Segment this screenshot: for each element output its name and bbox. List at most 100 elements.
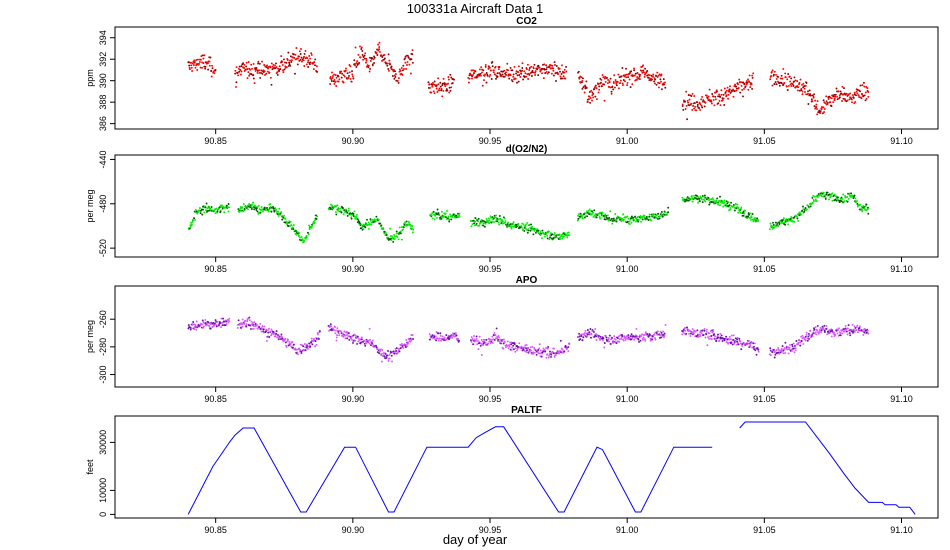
co2-point <box>598 88 601 91</box>
co2-point <box>581 87 584 90</box>
do2n2-point <box>553 233 556 236</box>
do2n2-point <box>713 200 716 203</box>
do2n2-point <box>842 193 845 196</box>
co2-point <box>357 53 360 56</box>
do2n2-point <box>484 222 487 225</box>
co2-point <box>287 64 290 67</box>
co2-point <box>294 53 297 56</box>
apo-point <box>700 332 703 335</box>
co2-point <box>196 58 199 61</box>
apo-point <box>512 344 515 347</box>
co2-point <box>393 77 396 80</box>
co2-point <box>796 89 799 92</box>
co2-point <box>308 63 311 66</box>
do2n2-point <box>735 207 738 210</box>
co2-point <box>601 74 604 77</box>
co2-point <box>626 84 629 87</box>
co2-point <box>851 101 853 104</box>
apo-point <box>384 352 387 355</box>
apo-point <box>378 352 381 355</box>
apo-point <box>248 316 251 319</box>
apo-point <box>555 352 558 355</box>
co2-point <box>286 59 289 61</box>
do2n2-point <box>310 226 313 229</box>
co2-point <box>295 47 298 49</box>
do2n2-point <box>457 212 459 215</box>
do2n2-point <box>581 215 584 217</box>
co2-point <box>494 65 497 68</box>
apo-point <box>510 341 513 344</box>
apo-point <box>328 326 331 329</box>
do2n2-point <box>283 214 286 217</box>
co2-point <box>277 67 280 70</box>
apo-point <box>841 332 844 335</box>
apo-point <box>334 332 337 335</box>
co2-point <box>270 62 273 65</box>
co2-point <box>752 72 755 75</box>
do2n2-point <box>488 222 490 225</box>
apo-point <box>851 323 854 326</box>
co2-point <box>686 118 689 121</box>
apo-point <box>816 329 819 332</box>
apo-point <box>259 322 262 325</box>
co2-point <box>257 62 260 65</box>
do2n2-point <box>846 200 849 203</box>
apo-point <box>603 342 606 344</box>
do2n2-point <box>751 213 754 215</box>
apo-point <box>375 344 377 347</box>
co2-point <box>391 75 394 77</box>
do2n2-point <box>841 198 844 200</box>
co2-point <box>523 70 526 73</box>
apo-point <box>491 342 494 344</box>
apo-point <box>287 338 290 341</box>
do2n2-point <box>339 207 342 210</box>
apo-point <box>698 335 700 338</box>
co2-point <box>479 72 482 75</box>
do2n2-point <box>850 195 853 198</box>
co2-point <box>604 80 607 83</box>
apo-point <box>588 331 591 334</box>
do2n2-point <box>586 211 589 214</box>
do2n2-point <box>809 205 812 208</box>
co2-point <box>521 69 524 72</box>
do2n2-point <box>257 211 260 214</box>
apo-point <box>526 349 528 352</box>
apo-point <box>439 334 442 337</box>
apo-point <box>402 346 405 349</box>
apo-point <box>498 340 501 343</box>
apo-point <box>863 331 866 334</box>
co2-point <box>254 68 257 70</box>
do2n2-point <box>373 218 376 221</box>
co2-point <box>564 77 567 80</box>
co2-point <box>404 61 407 64</box>
co2-point <box>659 78 662 81</box>
apo-point <box>699 335 702 337</box>
co2-point <box>786 78 789 81</box>
apo-point <box>364 344 367 347</box>
co2-point <box>448 91 451 94</box>
apo-point <box>867 332 870 335</box>
do2n2-point <box>742 214 745 217</box>
co2-point <box>267 67 269 70</box>
do2n2-point <box>787 223 790 226</box>
apo-point <box>214 319 217 322</box>
apo-point <box>806 339 809 342</box>
co2-point <box>805 93 808 96</box>
co2-point <box>693 102 696 104</box>
do2n2-point <box>490 216 492 219</box>
co2-point <box>772 73 775 76</box>
apo-point <box>261 325 264 328</box>
apo-point <box>525 351 528 353</box>
do2n2-point <box>793 216 795 219</box>
do2n2-point <box>444 212 447 215</box>
co2-point <box>288 61 291 64</box>
do2n2-point <box>740 208 743 210</box>
co2-point <box>387 67 390 70</box>
co2-point <box>790 85 793 88</box>
co2-point <box>354 46 357 49</box>
do2n2-point <box>366 223 369 226</box>
do2n2-point <box>826 191 829 194</box>
apo-point <box>737 343 740 346</box>
co2-point <box>656 71 659 74</box>
do2n2-point <box>588 208 591 211</box>
